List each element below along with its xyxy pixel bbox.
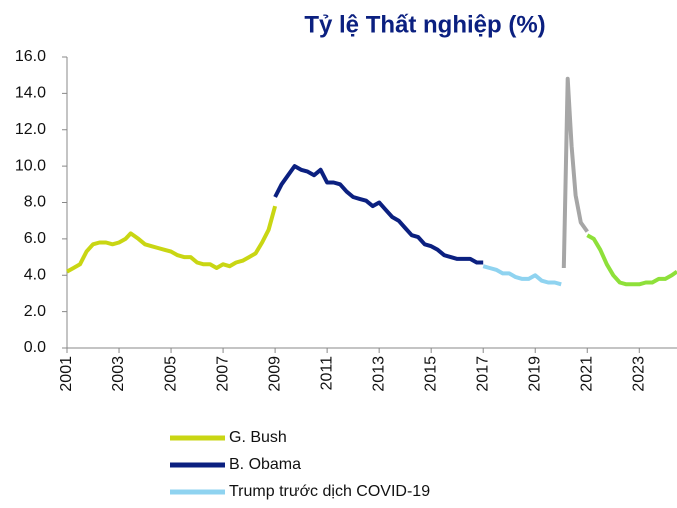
x-tick-label: 2005 [162, 356, 179, 392]
legend-label: Trump trước dịch COVID-19 [229, 483, 430, 500]
x-tick-label: 2017 [474, 356, 491, 392]
y-tick-label: 14.0 [15, 85, 46, 102]
y-tick-label: 16.0 [15, 48, 46, 65]
x-tick-label: 2015 [422, 356, 439, 392]
x-tick-label: 2001 [58, 356, 75, 392]
x-tick-label: 2023 [631, 356, 648, 392]
legend-label: G. Bush [229, 429, 287, 446]
x-tick-label: 2011 [318, 356, 335, 391]
x-tick-label: 2019 [526, 356, 543, 392]
y-tick-label: 10.0 [15, 157, 46, 174]
y-tick-label: 6.0 [24, 230, 46, 247]
line-series [273, 164, 484, 265]
x-tick-label: 2013 [370, 356, 387, 392]
y-tick-label: 2.0 [24, 303, 46, 320]
x-tick-label: 2003 [110, 356, 127, 392]
line-series [66, 205, 278, 274]
x-tick-label: 2007 [214, 356, 231, 392]
line-series [561, 76, 589, 269]
x-tick-label: 2009 [266, 356, 283, 392]
y-tick-label: 12.0 [15, 121, 46, 138]
line-series [482, 264, 562, 287]
chart-title: Tỷ lệ Thất nghiệp (%) [304, 11, 545, 38]
x-tick-label: 2021 [578, 356, 595, 392]
legend-label: B. Obama [229, 456, 301, 473]
y-tick-label: 8.0 [24, 194, 46, 211]
y-tick-label: 4.0 [24, 266, 46, 283]
y-tick-label: 0.0 [24, 339, 46, 356]
line-series [586, 233, 677, 287]
